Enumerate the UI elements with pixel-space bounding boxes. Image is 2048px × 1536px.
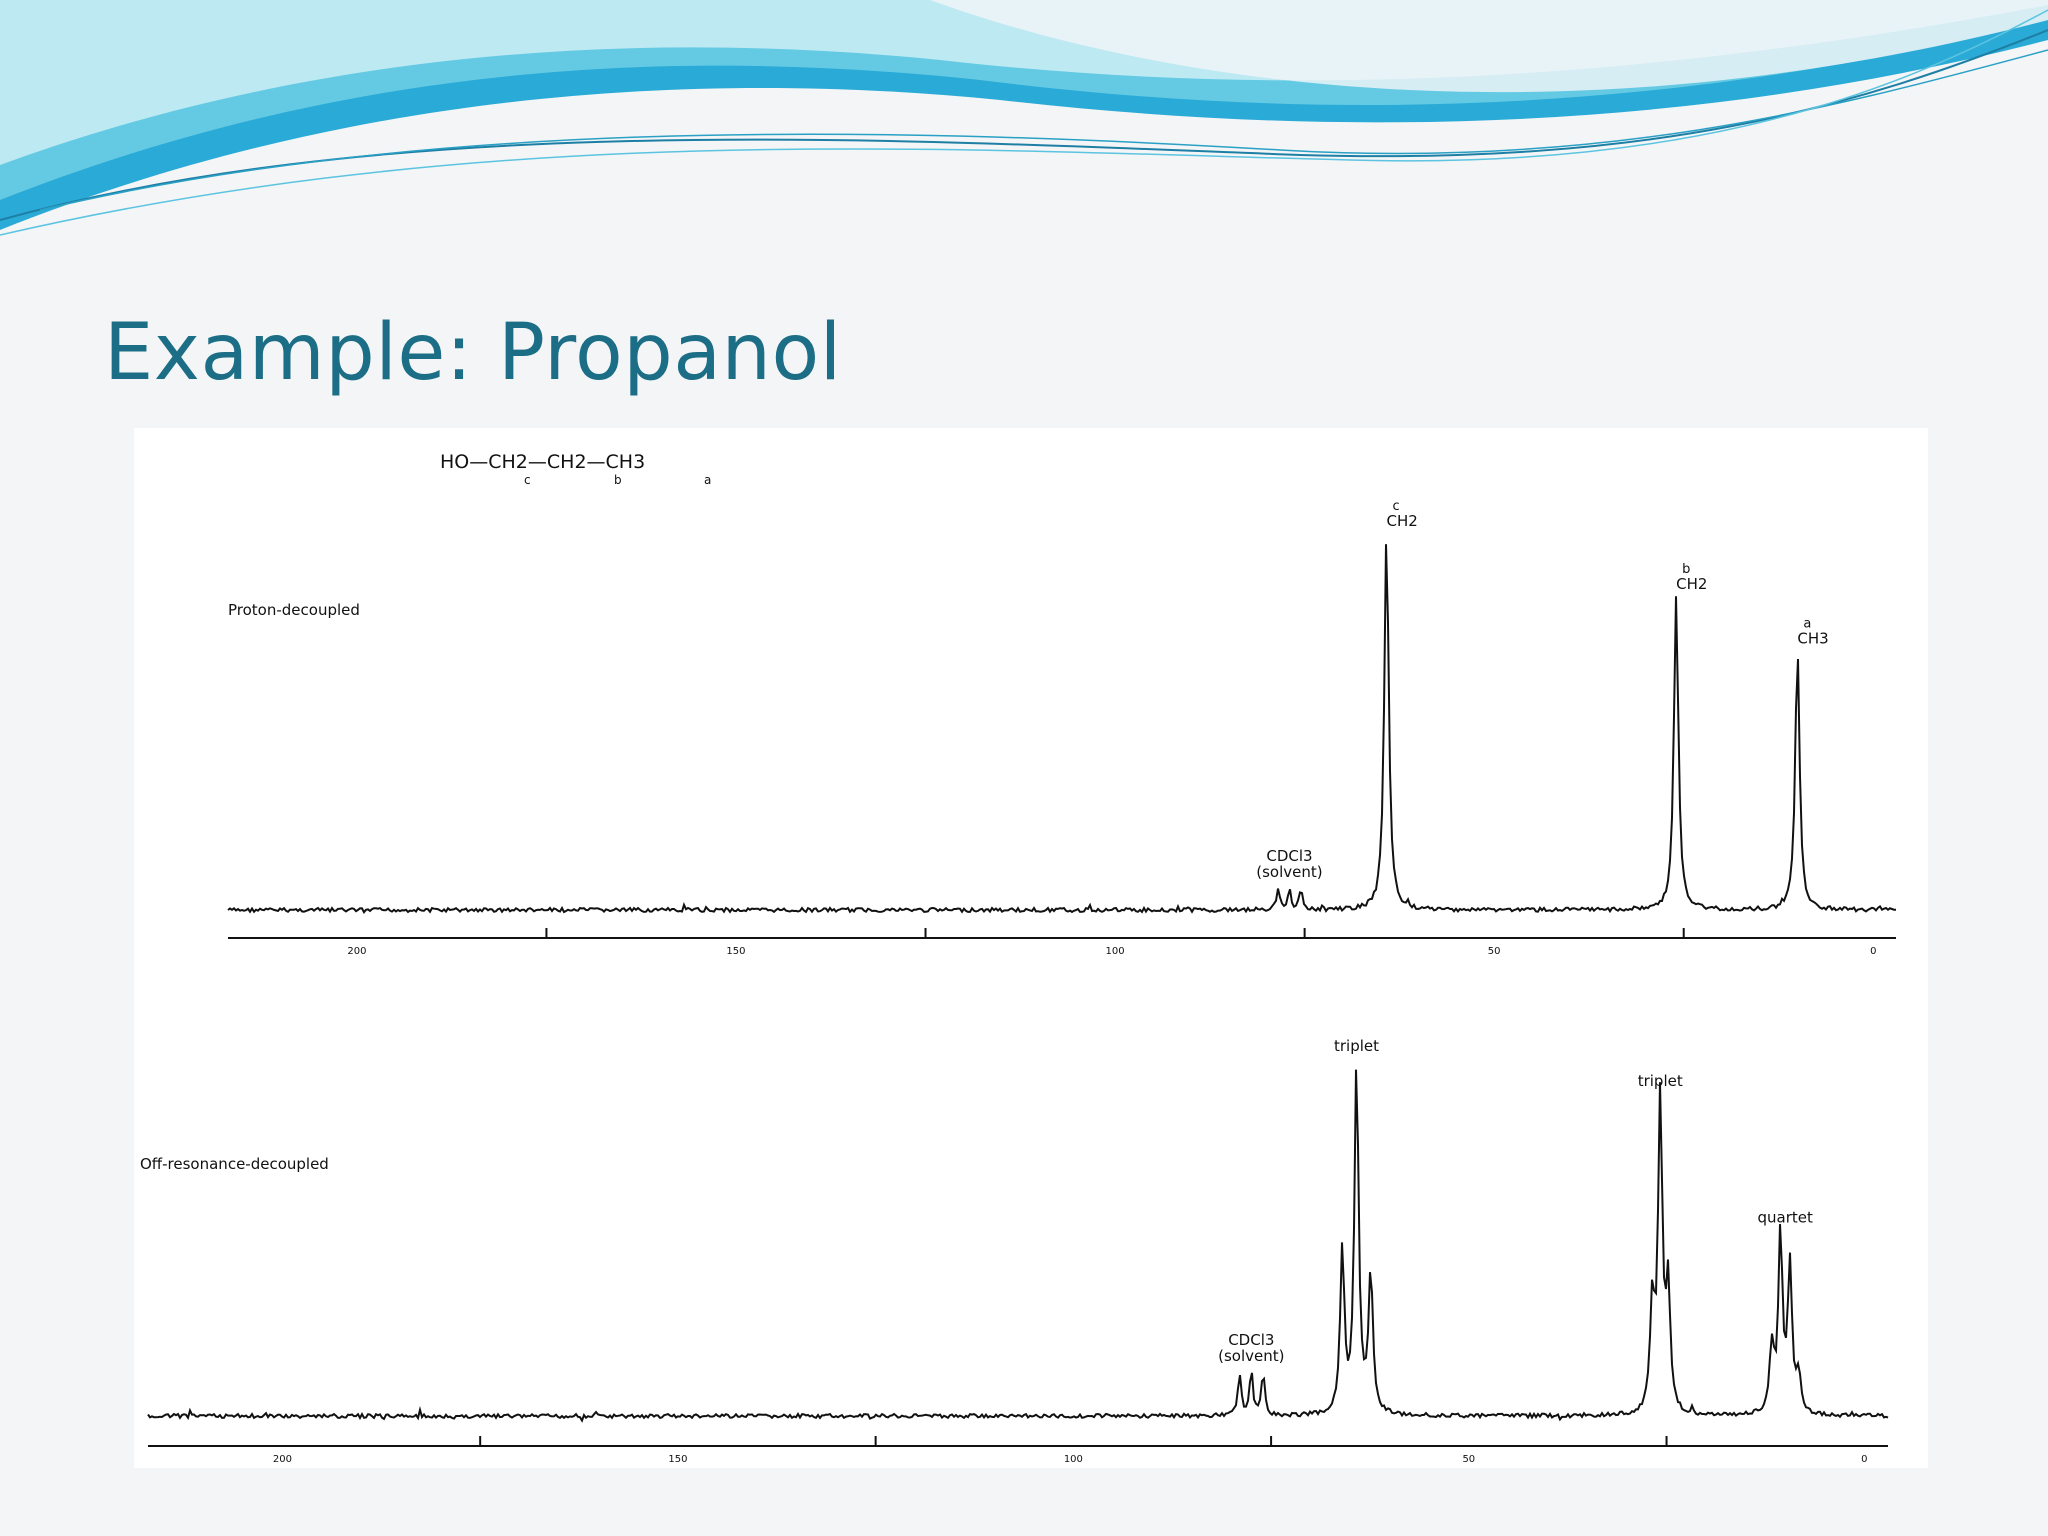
solvent-label: CDCl3 [1228, 1331, 1274, 1349]
x-tick-label: 150 [668, 1454, 687, 1465]
wave-line-3 [0, 9, 2048, 236]
x-tick-label: 200 [347, 946, 366, 957]
panel-proton-decoupled: Proton-decoupled 200 150 100 50 0 cCH2bCH2aC… [227, 499, 1896, 957]
spectrum-trace-proton-decoupled [227, 544, 1896, 914]
nmr-spectra: HO—CH2—CH2—CH3 c b a Proton-decoupled 20… [140, 451, 1896, 1465]
multiplet-label: triplet [1334, 1037, 1379, 1055]
nmr-figure: HO—CH2—CH2—CH3 c b a Proton-decoupled 20… [134, 428, 1928, 1468]
carbon-label-a: a [704, 473, 711, 487]
peak-label-group: CH2 [1676, 575, 1707, 593]
peak-labels-off-resonance: triplet triplet quartet CDCl3(solvent) [1218, 1037, 1813, 1365]
molecule-formula: HO—CH2—CH2—CH3 [440, 451, 645, 473]
panel-2-title: Off-resonance-decoupled [140, 1155, 329, 1173]
peak-label-carbon: c [1393, 499, 1400, 514]
multiplet-label: triplet [1638, 1072, 1683, 1090]
x-tick-label: 100 [1064, 1454, 1083, 1465]
x-ticks-off-resonance: 200 150 100 50 0 [273, 1436, 1867, 1465]
wave-band-white [930, 0, 2048, 93]
x-tick-label: 100 [1106, 946, 1125, 957]
wave-line-2 [39, 49, 2048, 211]
header-wave-decoration [0, 0, 2048, 236]
peak-label-carbon: b [1682, 562, 1690, 577]
carbon-label-b: b [614, 473, 622, 487]
x-tick-label: 0 [1861, 1454, 1867, 1465]
solvent-label: CDCl3 [1266, 847, 1312, 865]
solvent-sublabel: (solvent) [1256, 863, 1322, 881]
panel-1-title: Proton-decoupled [228, 601, 360, 619]
x-tick-label: 150 [726, 946, 745, 957]
peak-label-group: CH3 [1797, 630, 1828, 648]
x-tick-label: 200 [273, 1454, 292, 1465]
panel-off-resonance-decoupled: Off-resonance-decoupled 200 150 100 50 0 tri… [140, 1037, 1889, 1465]
peak-label-carbon: a [1803, 617, 1811, 632]
multiplet-label: quartet [1757, 1209, 1812, 1227]
solvent-sublabel: (solvent) [1218, 1347, 1284, 1365]
carbon-label-c: c [524, 473, 531, 487]
x-tick-label: 50 [1488, 946, 1501, 957]
peak-label-group: CH2 [1387, 512, 1418, 530]
x-ticks-proton-decoupled: 200 150 100 50 0 [347, 928, 1876, 957]
slide-title: Example: Propanol [104, 308, 842, 398]
x-tick-label: 50 [1462, 1454, 1475, 1465]
spectrum-trace-off-resonance [147, 1069, 1889, 1423]
x-tick-label: 0 [1870, 946, 1876, 957]
